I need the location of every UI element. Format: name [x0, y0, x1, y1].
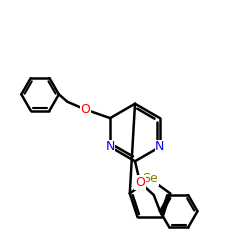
Text: O: O	[135, 176, 145, 189]
Text: N: N	[155, 140, 164, 153]
Text: O: O	[80, 103, 90, 116]
Text: Se: Se	[142, 172, 158, 185]
Text: N: N	[106, 140, 115, 153]
